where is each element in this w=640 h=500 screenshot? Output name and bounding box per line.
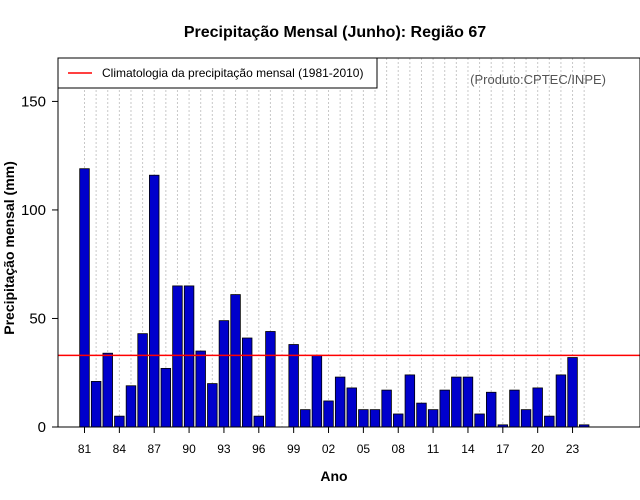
bar-2013 (451, 376, 462, 428)
y-tick-label-150: 150 (21, 93, 46, 110)
bar-2023 (567, 357, 578, 428)
bar-2015 (474, 413, 485, 428)
bar-1988 (160, 367, 172, 428)
y-axis: 0 50 100 150 (21, 93, 58, 436)
bar-2002 (323, 400, 334, 428)
x-tick-label-17: 17 (496, 442, 510, 456)
bar-2005 (358, 409, 369, 428)
x-tick-label-93: 93 (217, 442, 231, 456)
x-tick-label-87: 87 (148, 442, 162, 456)
bar-1997 (265, 331, 276, 428)
bar-1990 (183, 285, 195, 428)
bar-2022 (555, 374, 567, 428)
legend: Climatologia da precipitação mensal (198… (57, 57, 378, 89)
x-tick-label-02: 02 (322, 442, 336, 456)
bar-1982 (90, 381, 102, 428)
y-tick-label-100: 100 (21, 202, 46, 219)
bars-group (79, 168, 590, 428)
y-tick-label-0: 0 (38, 419, 46, 436)
x-tick-label-81: 81 (78, 442, 92, 456)
bar-2006 (369, 409, 381, 428)
bar-1985 (125, 385, 137, 428)
source-label: (Produto:CPTEC/INPE) (470, 72, 606, 87)
bar-1994 (230, 294, 241, 428)
bar-1995 (241, 337, 253, 428)
bar-1981 (79, 168, 90, 428)
chart-title: Precipitação Mensal (Junho): Região 67 (184, 24, 486, 41)
bar-1986 (137, 333, 148, 428)
bar-2016 (485, 391, 497, 428)
bar-1983 (102, 352, 113, 428)
bar-2011 (427, 409, 439, 428)
grid-lines (84, 58, 585, 427)
x-tick-label-99: 99 (287, 442, 301, 456)
bar-2000 (300, 409, 311, 428)
x-tick-label-05: 05 (357, 442, 371, 456)
bar-2003 (334, 376, 346, 428)
bar-1999 (288, 344, 299, 428)
x-tick-label-20: 20 (531, 442, 545, 456)
bar-2009 (404, 374, 416, 428)
x-tick-label-84: 84 (113, 442, 127, 456)
bar-1992 (207, 383, 218, 428)
bar-2010 (416, 402, 427, 428)
x-tick-label-14: 14 (461, 442, 475, 456)
x-tick-label-90: 90 (182, 442, 196, 456)
bar-1984 (114, 415, 125, 428)
bar-1996 (253, 415, 265, 428)
bar-2018 (509, 389, 520, 428)
y-axis-label: Precipitação mensal (mm) (1, 161, 17, 335)
bar-2019 (520, 409, 532, 428)
x-tick-label-11: 11 (427, 442, 440, 456)
bar-2008 (393, 413, 404, 428)
bar-2020 (532, 387, 543, 428)
bar-1991 (195, 350, 206, 428)
bar-1993 (218, 320, 230, 428)
x-axis-label: Ano (320, 468, 347, 484)
legend-box (57, 57, 378, 89)
y-tick-label-50: 50 (29, 310, 46, 327)
x-tick-label-23: 23 (566, 442, 580, 456)
bar-2001 (311, 354, 323, 428)
bar-2007 (381, 389, 392, 428)
bar-1987 (149, 174, 160, 428)
bar-2014 (462, 376, 474, 428)
bar-2021 (544, 415, 555, 428)
bar-2004 (346, 387, 357, 428)
bar-2012 (439, 389, 450, 428)
x-axis: 81 84 87 90 93 96 99 02 05 08 11 14 17 20 23 (78, 427, 580, 456)
x-tick-label-08: 08 (392, 442, 406, 456)
x-tick-label-96: 96 (252, 442, 266, 456)
bar-1989 (172, 285, 183, 428)
legend-label: Climatologia da precipitação mensal (198… (102, 66, 363, 80)
